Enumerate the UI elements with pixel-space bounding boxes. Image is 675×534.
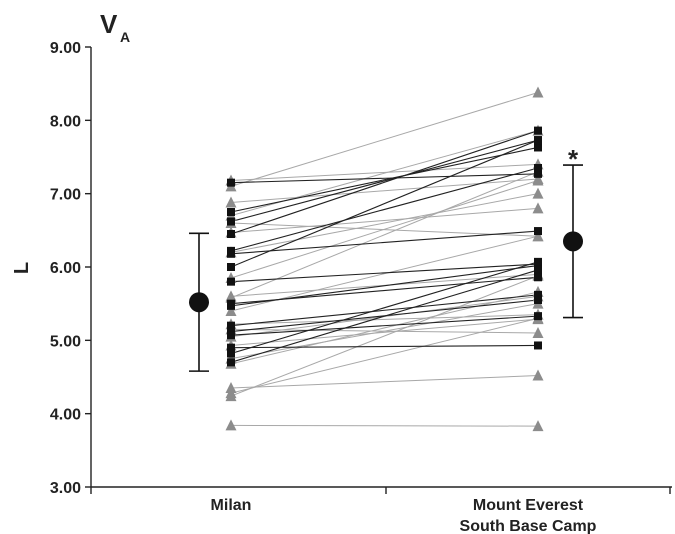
y-tick-label: 8.00 — [50, 113, 81, 130]
series-line — [230, 171, 539, 299]
series-line — [230, 264, 539, 307]
square-marker — [534, 257, 542, 266]
series-line — [230, 146, 539, 213]
series-line — [230, 207, 539, 234]
series-line — [230, 230, 539, 255]
series-line — [230, 269, 539, 363]
triangle-marker — [532, 230, 544, 242]
series-line — [230, 193, 539, 253]
square-marker — [227, 263, 235, 271]
axes: 3.00 4.00 5.00 6.00 7.00 8.00 9.00 — [50, 40, 672, 497]
series-line — [230, 424, 539, 427]
square-marker — [227, 343, 235, 352]
square-marker — [227, 301, 235, 310]
triangle-marker — [532, 420, 544, 432]
triangle-marker — [532, 187, 544, 199]
square-marker — [534, 312, 542, 321]
y-tick-label: 5.00 — [50, 333, 81, 350]
triangle-marker — [532, 86, 544, 98]
series-line — [230, 163, 539, 181]
chart-title-subscript: A — [120, 29, 130, 45]
series-line — [230, 235, 539, 312]
series-line — [230, 178, 539, 203]
square-marker — [227, 321, 235, 330]
series-line — [230, 167, 539, 252]
square-marker — [534, 273, 542, 282]
square-marker — [534, 143, 542, 152]
series-line — [230, 315, 539, 336]
square-marker — [534, 341, 542, 350]
series-lines — [230, 91, 539, 427]
series-line — [230, 317, 539, 394]
series-line — [230, 139, 539, 223]
series-line — [230, 314, 539, 325]
square-marker — [227, 230, 235, 238]
square-marker — [534, 265, 542, 274]
triangle-marker — [532, 327, 544, 338]
square-marker — [534, 164, 542, 172]
triangle-marker — [225, 305, 237, 316]
triangle-marker — [532, 174, 544, 186]
series-line — [230, 344, 539, 349]
square-marker — [227, 331, 235, 340]
square-marker — [534, 136, 542, 145]
series-line — [230, 91, 539, 187]
summary-stats — [189, 164, 583, 372]
series-line — [230, 318, 539, 346]
series-line — [230, 130, 539, 235]
square-marker — [227, 217, 235, 226]
series-line — [230, 303, 539, 360]
square-marker — [227, 277, 235, 286]
y-tick-label: 4.00 — [50, 407, 81, 424]
y-tick-label: 3.00 — [50, 480, 81, 497]
series-line — [230, 375, 539, 389]
series-line — [230, 294, 539, 327]
series-markers — [225, 86, 544, 432]
x-category-label-milan: Milan — [211, 497, 252, 514]
triangle-marker — [532, 369, 544, 381]
significance-annotation: * — [568, 144, 579, 174]
square-marker — [534, 290, 542, 299]
square-marker — [227, 208, 235, 216]
y-axis-label: L — [11, 262, 33, 274]
square-marker — [534, 296, 542, 304]
mean-marker — [563, 231, 583, 252]
square-marker — [227, 358, 235, 367]
series-line — [230, 261, 539, 355]
triangle-marker — [225, 419, 237, 431]
y-tick-label: 9.00 — [50, 40, 81, 57]
triangle-marker — [532, 202, 544, 214]
triangle-marker — [225, 390, 237, 402]
mean-marker — [189, 292, 209, 313]
square-marker — [534, 126, 542, 135]
x-category-label-everest-line1: Mount Everest — [473, 497, 584, 514]
series-line — [230, 263, 539, 283]
y-tick-label: 6.00 — [50, 260, 81, 277]
square-marker — [534, 227, 542, 236]
square-marker — [227, 249, 235, 258]
x-category-label-everest-line2: South Base Camp — [460, 518, 597, 534]
series-line — [230, 179, 539, 279]
triangle-marker — [225, 196, 237, 208]
square-marker — [227, 349, 235, 358]
chart-title: V — [100, 9, 118, 39]
series-line — [230, 291, 539, 365]
series-line — [230, 173, 539, 184]
y-tick-label: 7.00 — [50, 187, 81, 204]
series-line — [230, 139, 539, 268]
square-marker — [534, 169, 542, 178]
square-marker — [227, 178, 235, 187]
series-line — [230, 275, 539, 397]
